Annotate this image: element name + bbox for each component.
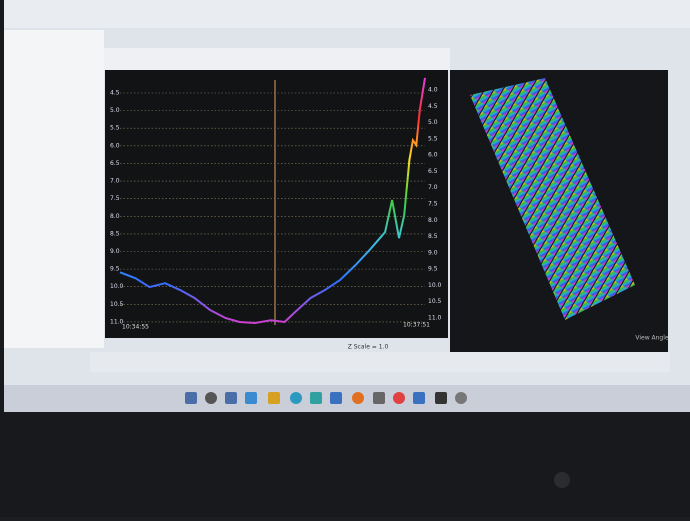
y2-tick-label: 10.5: [428, 298, 442, 305]
y-tick-label: 9.0: [110, 248, 120, 255]
y2-tick-label: 6.0: [428, 152, 438, 159]
taskbar-icons: [185, 392, 467, 404]
y-tick-label: 8.0: [110, 213, 120, 220]
y-tick-label: 5.0: [110, 107, 120, 114]
plot: 4.5 5.0 5.5 6.0 6.5 7.0 7.5 8.0 8.5 9.0 9.5 10.0 10.…: [110, 77, 442, 325]
y-tick-label: 4.5: [110, 90, 120, 97]
y2-tick-label: 6.5: [428, 168, 438, 175]
status-bar: [90, 352, 670, 372]
y-tick-label: 10.0: [110, 283, 124, 290]
x-start-label: 10:34:55: [122, 324, 149, 331]
depth-line: [119, 77, 426, 325]
y2-tick-label: 7.0: [428, 184, 438, 191]
y2-tick-label: 10.0: [428, 282, 442, 289]
webcam-led: [554, 472, 570, 488]
y2-tick-label: 7.5: [428, 200, 438, 207]
view-label: View Angle: [635, 335, 669, 342]
y-tick-label: 6.0: [110, 142, 120, 149]
toolbar: [104, 48, 450, 70]
y-tick-label: 10.5: [110, 301, 124, 308]
left-panel: [4, 30, 104, 348]
y-tick-label: 7.5: [110, 195, 120, 202]
y-tick-label: 8.5: [110, 230, 120, 237]
y2-tick-label: 9.5: [428, 266, 438, 273]
y2-tick-label: 8.5: [428, 233, 438, 240]
y-tick-label: 11.0: [110, 318, 124, 325]
y2-tick-label: 4.0: [428, 87, 438, 94]
y2-tick-label: 4.5: [428, 103, 438, 110]
y2-tick-label: 5.5: [428, 135, 438, 142]
title-bar: [4, 0, 690, 28]
y2-tick-label: 8.0: [428, 217, 438, 224]
3d-survey: [470, 78, 635, 320]
y2-tick-label: 11.0: [428, 314, 442, 321]
y-tick-label: 9.5: [110, 266, 120, 273]
y2-tick-label: 5.0: [428, 119, 438, 126]
y2-tick-label: 9.0: [428, 249, 438, 256]
taskbar: [4, 385, 690, 412]
y-tick-label: 5.5: [110, 125, 120, 132]
y-tick-label: 7.0: [110, 178, 120, 185]
x-end-label: 10:37:51: [403, 322, 430, 329]
scale-label: Z Scale = 1.0: [348, 344, 389, 351]
chart-panel: [105, 70, 448, 338]
y-tick-label: 6.5: [110, 160, 120, 167]
